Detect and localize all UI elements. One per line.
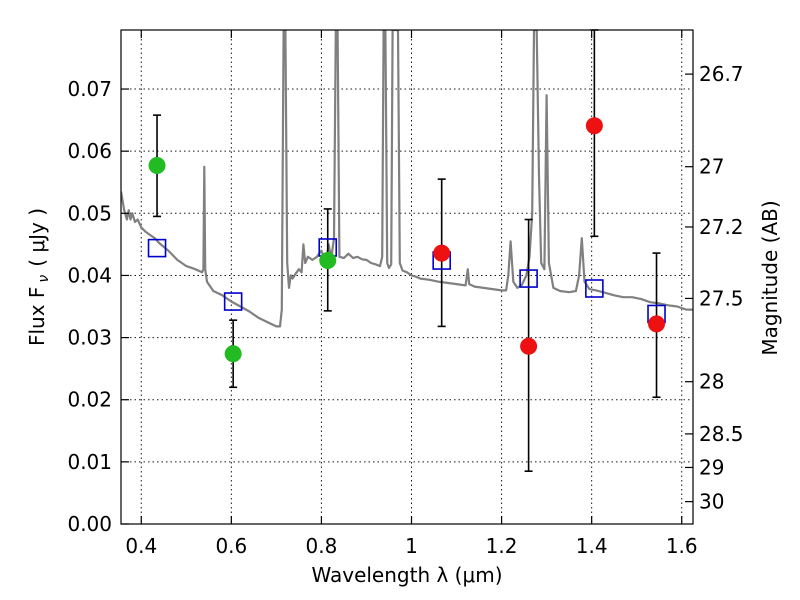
x-tick-label: 0.4 xyxy=(125,534,157,558)
error-bars xyxy=(153,29,661,472)
observed-flux-point xyxy=(433,244,451,262)
right-tick-label: 28.5 xyxy=(699,422,744,446)
right-tick-label: 26.7 xyxy=(699,62,744,86)
y-tick-label: 0.07 xyxy=(67,77,112,101)
x-tick-label: 1.2 xyxy=(486,534,518,558)
y-axis-label-main: Flux F xyxy=(25,287,49,346)
svg-text:Magnitude (AB): Magnitude (AB) xyxy=(758,200,782,355)
template-spectrum-line xyxy=(121,30,693,328)
y-tick-label: 0.03 xyxy=(67,326,112,350)
svg-text:Flux Fν( μJy ): Flux F ν ( μJy ) xyxy=(25,208,52,346)
template-flux-square xyxy=(223,292,243,311)
template-flux-square xyxy=(519,269,538,288)
x-tick-label: 1 xyxy=(405,534,418,558)
observed-flux-point xyxy=(648,315,666,333)
y-tick-label: 0.01 xyxy=(67,450,112,474)
y-tick-label: 0.06 xyxy=(67,139,112,163)
x-tick-label: 0.8 xyxy=(306,534,338,558)
right-tick-label: 27.5 xyxy=(699,286,744,310)
x-tick-label: 1.6 xyxy=(666,534,698,558)
observed-flux-point xyxy=(520,337,538,355)
right-tick-label: 27.2 xyxy=(699,215,744,239)
right-tick-label: 27 xyxy=(699,155,724,179)
x-tick-label: 0.6 xyxy=(215,534,247,558)
right-tick-label: 30 xyxy=(699,490,724,514)
y-axis-label-sub: ν xyxy=(36,275,52,283)
observed-flux-point xyxy=(148,156,166,174)
observed-flux-point xyxy=(224,345,242,363)
right-tick-label: 29 xyxy=(699,455,724,479)
right-tick-label: 28 xyxy=(699,370,724,394)
y-tick-label: 0.02 xyxy=(67,388,112,412)
y-tick-label: 0.04 xyxy=(67,263,112,287)
y-axis-label-unit: ( μJy ) xyxy=(25,208,49,267)
y-tick-label: 0.05 xyxy=(67,201,112,225)
observed-flux-point xyxy=(585,117,603,135)
y-axis-label-left: Flux F ν ( μJy ) xyxy=(25,208,52,346)
markers xyxy=(147,117,666,363)
template-flux-square xyxy=(147,238,167,258)
plot-frame xyxy=(120,29,694,525)
plot-area xyxy=(121,30,693,328)
y-tick-label: 0.00 xyxy=(67,512,112,536)
axis-ticks: 0.4 0.6 0.8 1 1.2 1.4 1.6 0.00 0.01 0.02 0.03 0.04 0… xyxy=(67,30,744,558)
x-axis-label: Wavelength λ (μm) xyxy=(311,563,502,587)
y-axis-label-right: Magnitude (AB) xyxy=(758,200,782,355)
observed-flux-point xyxy=(319,252,337,270)
template-flux-square xyxy=(585,279,604,298)
x-tick-label: 1.4 xyxy=(576,534,608,558)
